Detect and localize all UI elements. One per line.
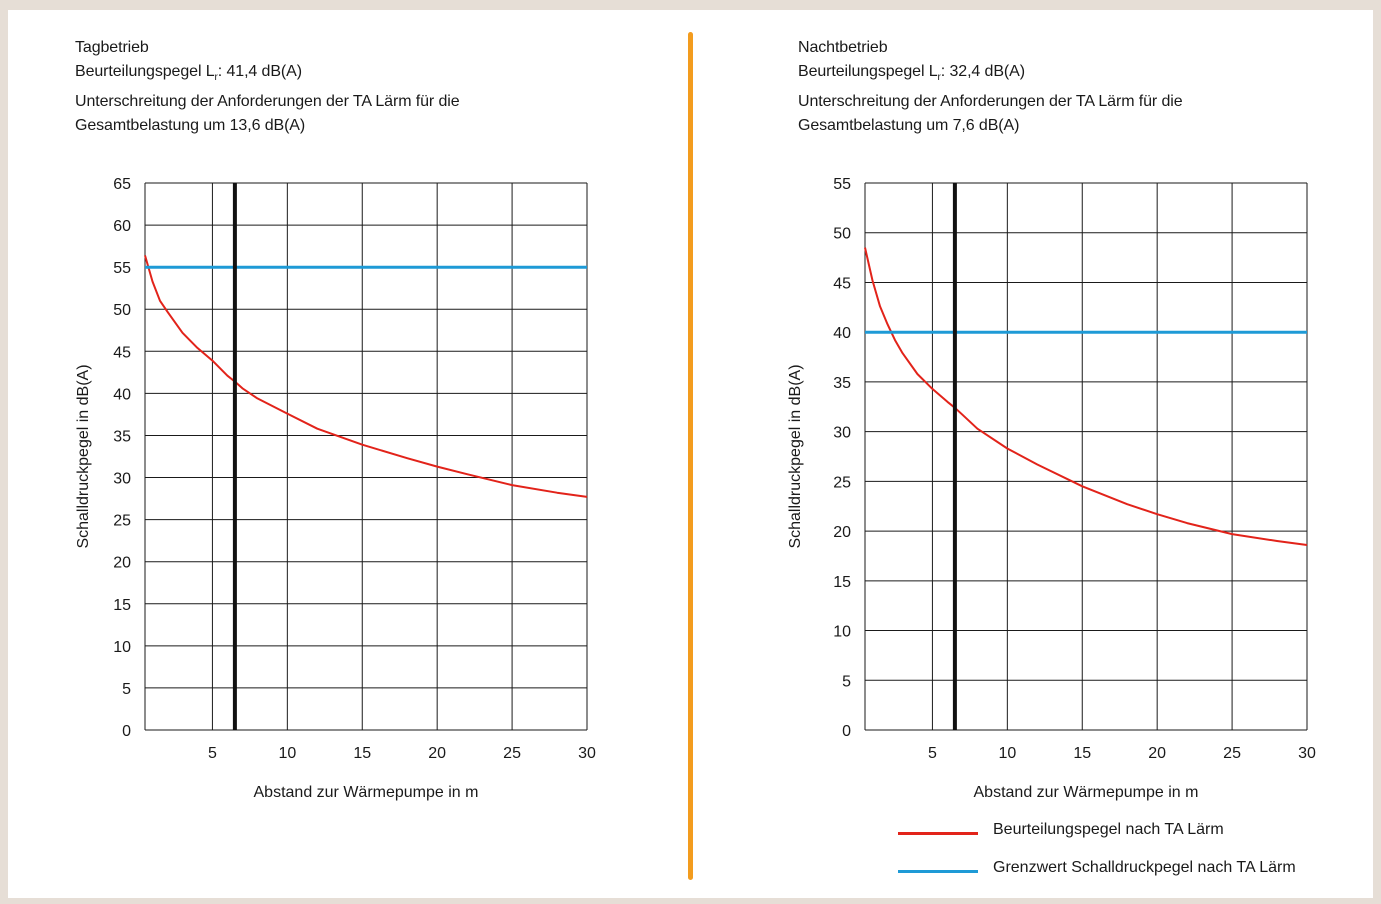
y-tick-label: 35: [833, 375, 851, 392]
x-axis-label: Abstand zur Wärmepumpe in m: [974, 784, 1199, 801]
y-tick-label: 25: [833, 474, 851, 491]
series-rating-level-line: [864, 247, 1308, 546]
y-tick-label: 50: [113, 302, 131, 319]
y-tick-label: 50: [833, 226, 851, 243]
requirement-line-1-night: Unterschreitung der Anforderungen der TA…: [798, 93, 1183, 111]
x-tick-label: 30: [1298, 745, 1316, 762]
x-tick-label: 20: [428, 745, 446, 762]
y-tick-label: 30: [833, 425, 851, 442]
y-tick-label: 5: [842, 673, 851, 690]
rating-level-day: Beurteilungspegel Lr: 41,4 dB(A): [75, 63, 302, 84]
x-axis-label: Abstand zur Wärmepumpe in m: [254, 784, 479, 801]
y-tick-label: 40: [833, 325, 851, 342]
requirement-line-1-day: Unterschreitung der Anforderungen der TA…: [75, 93, 460, 111]
chart-panel-day: Tagbetrieb Beurteilungspegel Lr: 41,4 dB…: [8, 10, 688, 898]
y-tick-label: 20: [113, 555, 131, 572]
x-tick-label: 10: [998, 745, 1016, 762]
x-tick-label: 25: [503, 745, 521, 762]
y-tick-label: 35: [113, 428, 131, 445]
legend-label-rating-level: Beurteilungspegel nach TA Lärm: [993, 821, 1224, 838]
x-tick-label: 5: [208, 745, 217, 762]
y-tick-label: 60: [113, 218, 131, 235]
y-tick-label: 40: [113, 386, 131, 403]
legend-swatch-blue: [898, 870, 978, 873]
legend-swatch-red: [898, 832, 978, 835]
y-tick-label: 45: [113, 344, 131, 361]
requirement-line-2-night: Gesamtbelastung um 7,6 dB(A): [798, 117, 1020, 135]
y-tick-label: 15: [833, 574, 851, 591]
x-tick-label: 10: [278, 745, 296, 762]
x-tick-label: 15: [353, 745, 371, 762]
rating-level-night: Beurteilungspegel Lr: 32,4 dB(A): [798, 63, 1025, 84]
x-tick-label: 25: [1223, 745, 1241, 762]
y-tick-label: 10: [833, 624, 851, 641]
y-tick-label: 30: [113, 471, 131, 488]
chart-day: 0 5 10 15 20 25 30 35 40 45 50 55 60 65 5 10 15 20 25 30 Abs…: [75, 176, 596, 801]
chart-title-night: Nachtbetrieb: [798, 39, 888, 56]
y-tick-label: 65: [113, 176, 131, 193]
chart-title-day: Tagbetrieb: [75, 39, 149, 56]
y-tick-label: 0: [842, 723, 851, 740]
y-tick-label: 55: [833, 176, 851, 193]
x-tick-label: 5: [928, 745, 937, 762]
chart-header-night: Nachtbetrieb Beurteilungspegel Lr: 32,4 …: [798, 36, 1183, 138]
y-tick-label: 10: [113, 639, 131, 656]
orange-divider: [688, 32, 693, 880]
legend-label-limit: Grenzwert Schalldruckpegel nach TA Lärm: [993, 859, 1296, 876]
y-tick-label: 55: [113, 260, 131, 277]
y-tick-label: 0: [122, 723, 131, 740]
y-tick-label: 15: [113, 597, 131, 614]
y-tick-label: 25: [113, 513, 131, 530]
y-axis-label: Schalldruckpegel in dB(A): [75, 364, 92, 548]
y-tick-label: 5: [122, 681, 131, 698]
chart-panel-night: Nachtbetrieb Beurteilungspegel Lr: 32,4 …: [698, 10, 1378, 898]
y-axis-label: Schalldruckpegel in dB(A): [787, 364, 804, 548]
x-tick-label: 15: [1073, 745, 1091, 762]
requirement-line-2-day: Gesamtbelastung um 13,6 dB(A): [75, 117, 306, 135]
chart-header-day: Tagbetrieb Beurteilungspegel Lr: 41,4 dB…: [75, 36, 460, 138]
x-tick-label: 20: [1148, 745, 1166, 762]
y-tick-label: 20: [833, 524, 851, 541]
y-tick-label: 45: [833, 275, 851, 292]
figure-frame: Tagbetrieb Beurteilungspegel Lr: 41,4 dB…: [8, 10, 1373, 898]
x-tick-label: 30: [578, 745, 596, 762]
series-rating-level-line: [144, 255, 588, 498]
